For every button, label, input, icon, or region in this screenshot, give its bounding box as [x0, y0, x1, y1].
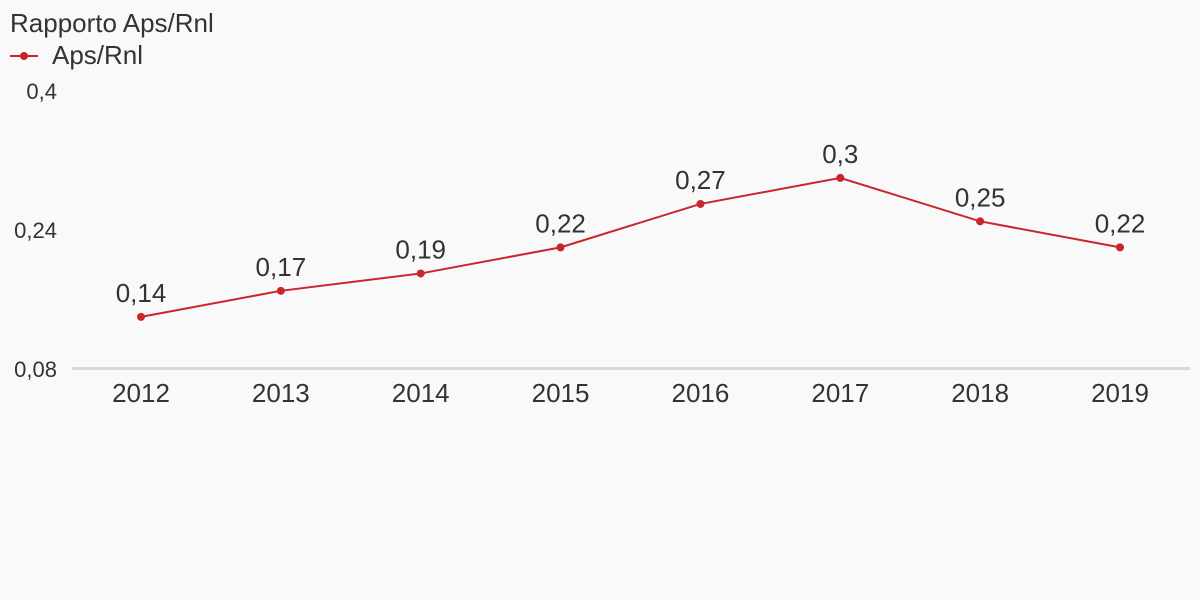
data-point [276, 286, 285, 295]
data-label: 0,17 [256, 252, 307, 282]
x-tick-label: 2015 [532, 378, 590, 408]
data-label: 0,19 [395, 234, 446, 264]
x-tick-label: 2012 [112, 378, 170, 408]
y-axis-ticks: 0,08 0,24 0,4 [14, 79, 57, 382]
data-point [836, 173, 845, 182]
x-tick-label: 2013 [252, 378, 310, 408]
legend-marker-icon [10, 40, 38, 70]
data-label: 0,22 [535, 208, 586, 238]
data-label: 0,3 [822, 139, 858, 169]
data-label: 0,27 [675, 165, 726, 195]
y-tick-label: 0,4 [26, 79, 57, 104]
data-points [137, 173, 1124, 321]
y-tick-label: 0,24 [14, 218, 57, 243]
chart-title: Rapporto Aps/Rnl [10, 8, 214, 38]
data-labels: 0,14 0,17 0,19 0,22 0,27 0,3 0,25 0,22 [116, 139, 1146, 308]
data-point [556, 243, 565, 252]
data-point [976, 217, 985, 226]
data-label: 0,14 [116, 278, 167, 308]
data-point [696, 199, 705, 208]
legend: Aps/Rnl [10, 40, 143, 70]
x-axis-ticks: 2012 2013 2014 2015 2016 2017 2018 2019 [112, 378, 1149, 408]
data-label: 0,22 [1095, 208, 1146, 238]
x-tick-label: 2014 [392, 378, 450, 408]
legend-label: Aps/Rnl [52, 40, 144, 70]
data-point [137, 312, 145, 321]
x-tick-label: 2019 [1091, 378, 1149, 408]
x-tick-label: 2016 [672, 378, 730, 408]
y-tick-label: 0,08 [14, 357, 57, 382]
data-point [416, 269, 425, 278]
data-point [1116, 243, 1124, 252]
x-tick-label: 2018 [951, 378, 1009, 408]
series-line [140, 176, 1121, 318]
x-tick-label: 2017 [811, 378, 869, 408]
data-label: 0,25 [955, 182, 1006, 212]
